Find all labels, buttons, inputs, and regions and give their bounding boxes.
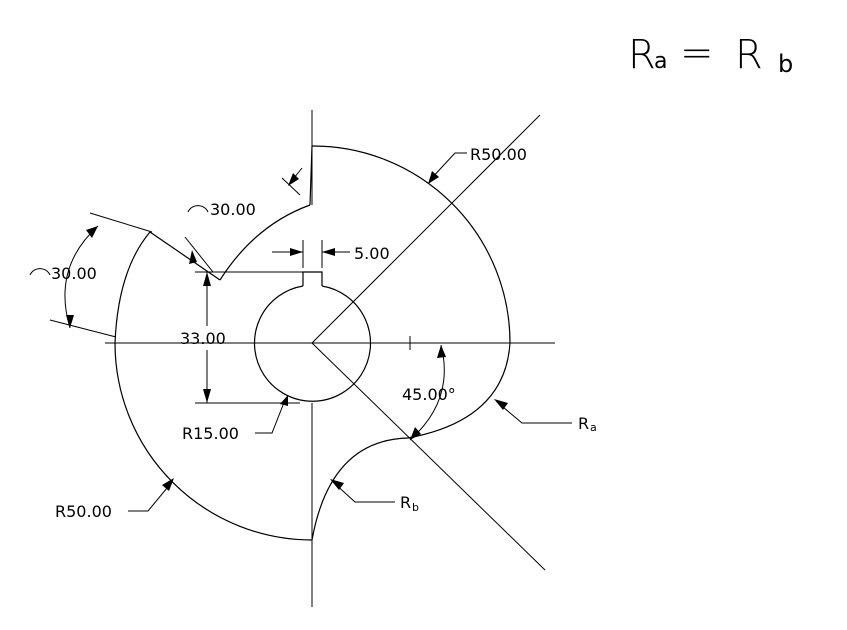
outer-arc-right	[311, 145, 511, 344]
top-step	[309, 145, 313, 206]
notch-left-edge	[149, 231, 221, 281]
center-lines	[105, 110, 555, 607]
label-keyway-width: 5.00	[354, 244, 390, 263]
dim-ra: R a	[494, 399, 597, 434]
arc-symbol-top	[187, 205, 209, 213]
dim-r50-bottom: R50.00	[55, 478, 174, 521]
label-arc30-top: 30.00	[210, 200, 256, 219]
dim-keyway-width: 5.00	[272, 240, 390, 268]
label-r15: R15.00	[182, 424, 239, 443]
formula-ra-equals-rb: R a = R b	[628, 30, 793, 78]
dim-33: 33.00	[180, 271, 303, 404]
dim-angle-45: 45.00°	[402, 344, 456, 441]
bore-circle	[253, 285, 372, 402]
dim-rb: R b	[330, 479, 419, 514]
dim-r50-top: R50.00	[428, 145, 527, 184]
formula-rhs: R	[735, 32, 763, 78]
label-ra-sub: a	[590, 421, 597, 434]
label-arc30-left: 30.00	[51, 264, 97, 283]
keyway	[302, 271, 323, 286]
dim-arc30-left: 30.00	[29, 212, 153, 338]
formula-rhs-sub: b	[778, 50, 793, 78]
formula-equals: =	[680, 30, 714, 76]
label-r50-bottom: R50.00	[55, 502, 112, 521]
bore-with-keyway	[253, 271, 372, 402]
upper-left-arc	[219, 204, 311, 281]
outer-arc-left-top	[114, 231, 151, 344]
diagonal-line-upper	[311, 114, 541, 344]
ra-arc	[407, 342, 511, 439]
part-outline	[114, 145, 511, 541]
formula-lhs: R	[628, 32, 656, 78]
rb-arc	[311, 437, 409, 541]
label-rb-sub: b	[412, 501, 419, 514]
formula-lhs-sub: a	[654, 49, 667, 74]
diagonal-line-lower	[311, 342, 546, 571]
label-r50-top: R50.00	[470, 145, 527, 164]
dim-r15: R15.00	[182, 395, 288, 443]
label-ra: R	[578, 414, 589, 433]
label-rb: R	[400, 493, 411, 512]
dim-arc30-top: 30.00	[184, 167, 303, 273]
label-33: 33.00	[180, 329, 226, 348]
arc-symbol-left	[29, 268, 51, 276]
label-angle-45: 45.00°	[402, 385, 456, 404]
outer-arc-left-bottom	[114, 342, 313, 541]
